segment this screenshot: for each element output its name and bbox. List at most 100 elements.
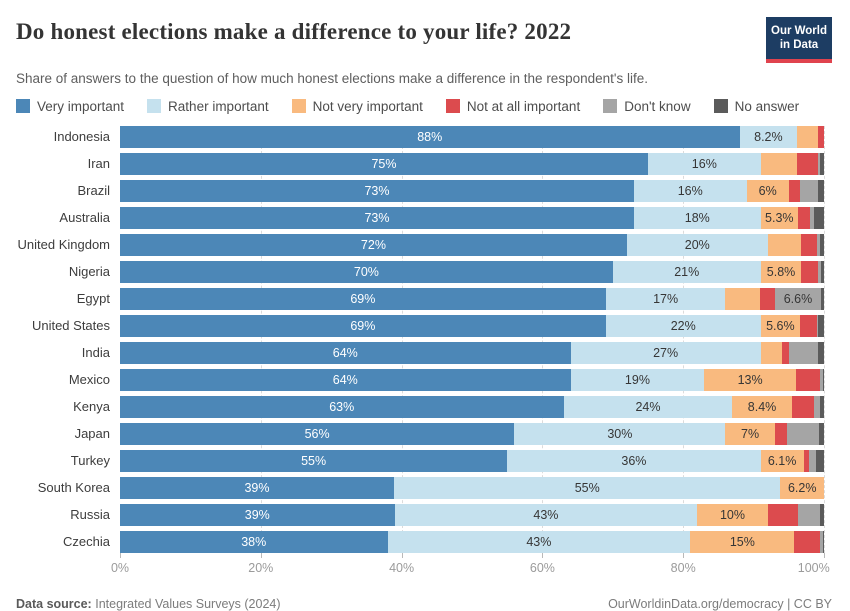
bar-value-label: 6.1% [767,453,797,468]
legend-label: Not very important [312,98,423,114]
bar-segment: 5.6% [760,314,801,337]
bar-value-label: 56% [304,426,330,441]
bar-segment [787,422,820,445]
stacked-bar: 75% 16% [120,152,824,175]
bar-segment: 8.2% [739,125,798,148]
gridline [401,125,403,553]
x-axis: 0% 20% 40% 60% 80% 100% [111,560,830,583]
country-label: Turkey [70,453,110,469]
bar-value-label: 72% [360,237,386,252]
bar-value-label: 38% [241,534,267,549]
bar-segment: 5.8% [760,260,802,283]
stacked-bar: 39% 43% 10% [120,503,824,526]
bar-segment [821,260,824,283]
chart-subtitle: Share of answers to the question of how … [16,70,648,86]
legend-item: Very important [16,99,124,114]
chart-row: Japan 56% 30% 7% [16,422,850,445]
bar-segment [814,395,820,418]
bar-value-label: 8.2% [754,129,783,144]
axis-tick [683,552,685,558]
legend-item: Not at all important [445,99,580,114]
bar-segment [767,503,798,526]
credit-line: OurWorldinData.org/democracy | CC BY [608,596,832,611]
bar-value-label: 10% [719,507,745,522]
country-label: Indonesia [53,129,110,145]
bar-segment [794,530,821,553]
chart-row: Russia 39% 43% 10% [16,503,850,526]
bar-segment: 6% [746,179,789,202]
legend-label: Very important [37,98,125,114]
bar-segment [818,260,822,283]
bar-segment: 64% [120,341,571,364]
bar-segment [809,206,815,229]
bar-segment: 43% [394,503,698,526]
country-label: Russia [70,507,110,523]
bar-segment [796,152,818,175]
bar-segment: 75% [120,152,648,175]
axis-tick-label: 0% [110,560,130,575]
bar-value-label: 24% [635,399,661,414]
country-label: United Kingdom [17,237,111,253]
bar-segment [816,314,819,337]
bar-segment: 73% [120,206,634,229]
country-label: Japan [74,426,110,442]
gridlines [120,125,825,558]
bar-value-label: 36% [621,453,647,468]
gridline [260,125,262,553]
bar-value-label: 6.6% [783,291,813,306]
bar-value-label: 30% [607,426,633,441]
bar-segment [797,503,820,526]
country-label: Kenya [73,399,110,415]
gridline [824,125,825,553]
stacked-bar-chart: Indonesia 88% 8.2% Iran 75% 16% Brazil 73% 16% 6%… [16,125,850,583]
bar-value-label: 70% [353,264,379,279]
bar-value-label: 5.8% [766,264,796,279]
owid-logo-line1: Our World [771,25,828,37]
axis-tick [401,552,403,558]
bar-value-label: 69% [350,291,376,306]
bar-value-label: 16% [691,156,717,171]
country-label: Mexico [68,372,110,388]
legend-swatch-icon [291,99,306,114]
bar-value-label: 18% [684,210,710,225]
chart-row: Iran 75% 16% [16,152,850,175]
stacked-bar: 64% 19% 13% [120,368,824,391]
page-title: Do honest elections make a difference to… [16,19,572,44]
bar-segment [760,152,797,175]
axis-tick-label: 40% [389,560,415,575]
bar-segment: 69% [120,314,606,337]
legend-item: Not very important [291,98,423,114]
bar-segment [822,530,824,553]
bar-value-label: 22% [670,318,696,333]
bar-value-label: 20% [684,237,710,252]
bar-segment: 6.6% [774,287,822,310]
bar-value-label: 13% [737,372,763,387]
legend-swatch-icon [713,99,728,114]
stacked-bar: 73% 16% 6% [120,179,824,202]
bar-value-label: 21% [674,264,700,279]
bar-segment: 64% [120,368,571,391]
owid-logo-line2: in Data [779,39,819,52]
bar-segment [791,395,815,418]
bar-segment: 6.1% [760,449,804,472]
bar-value-label: 73% [364,183,390,198]
stacked-bar: 69% 22% 5.6% [120,314,824,337]
bar-segment: 63% [120,395,564,418]
footer: Data source: Integrated Values Surveys (… [16,597,850,611]
bar-segment: 70% [120,260,613,283]
chart-row: Turkey 55% 36% 6.1% [16,449,850,472]
country-label: Czechia [63,534,110,550]
country-label: United States [31,318,110,334]
bar-value-label: 64% [332,372,358,387]
bar-value-label: 69% [350,318,376,333]
chart-row: Czechia 38% 43% 15% [16,530,850,553]
chart-row: United States 69% 22% 5.6% [16,314,850,337]
bar-segment [821,287,825,310]
header: Do honest elections make a difference to… [16,16,850,63]
bar-segment: 18% [633,206,761,229]
bar-segment [820,233,824,256]
bar-value-label: 55% [574,480,600,495]
legend-item: Rather important [147,99,269,114]
bar-segment: 22% [605,314,761,337]
bar-segment [781,341,789,364]
